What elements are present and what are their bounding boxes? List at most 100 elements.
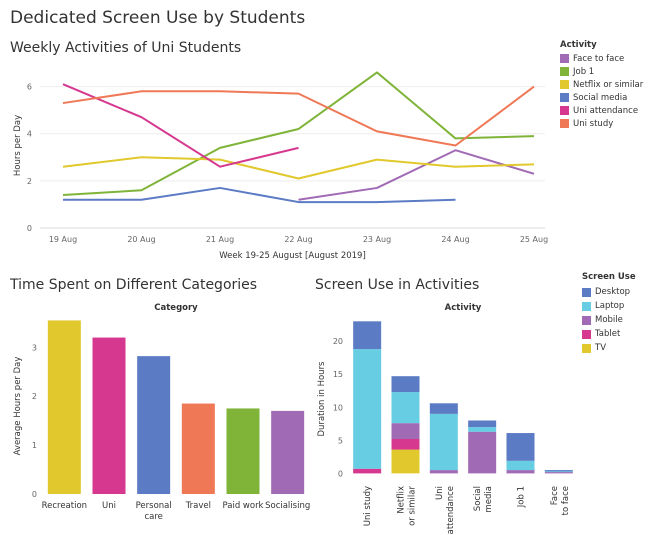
y-tick-label: 4 — [27, 130, 32, 139]
segment-uni-study-tablet — [353, 468, 382, 474]
bar-socialising — [271, 410, 305, 494]
screen-use-legend[interactable]: Desktop Laptop Mobile Tablet TV — [582, 285, 630, 355]
legend-swatch — [560, 67, 569, 76]
segment-netflix-or-similar-mobile — [391, 423, 420, 440]
x-tick-label: 21 Aug — [206, 235, 234, 244]
segment-social-media-mobile — [468, 431, 497, 474]
activity-legend[interactable]: Face to face Job 1 Netflix or similar Socia… — [560, 52, 643, 130]
x-tick-label: 20 Aug — [127, 235, 155, 244]
legend-item-mobile[interactable]: Mobile — [582, 313, 630, 327]
activity-legend-title: Activity — [560, 40, 597, 50]
legend-label: Mobile — [595, 315, 623, 325]
y-tick-label: 2 — [27, 177, 32, 186]
legend-swatch — [560, 93, 569, 102]
legend-swatch — [560, 54, 569, 63]
legend-label: Laptop — [595, 301, 625, 311]
segment-face-to-face-laptop — [544, 471, 573, 473]
bar-recreation — [47, 320, 81, 494]
segment-uni-attendance-laptop — [429, 413, 458, 471]
segment-face-to-face-desktop — [544, 470, 573, 472]
x-tick-label: Uni — [102, 501, 116, 511]
legend-label: Face to face — [573, 53, 625, 64]
activity-header: Activity — [445, 303, 482, 313]
segment-job-1-desktop — [506, 433, 535, 461]
x-tick-label: Netflixor similar — [397, 486, 418, 526]
dashboard-title: Dedicated Screen Use by Students — [10, 8, 306, 28]
series-line-social-media — [63, 186, 456, 204]
bar-travel — [181, 403, 215, 494]
y-tick-label: 5 — [338, 436, 343, 445]
x-tick-label: 24 Aug — [441, 235, 469, 244]
legend-item-tv[interactable]: TV — [582, 341, 630, 355]
segment-uni-attendance-desktop — [429, 403, 458, 414]
legend-label: Job 1 — [573, 66, 595, 77]
legend-item-laptop[interactable]: Laptop — [582, 299, 630, 313]
y-tick-label: 20 — [333, 337, 343, 346]
y-tick-label: 2 — [32, 392, 37, 401]
x-tick-label: 25 Aug — [520, 235, 548, 244]
legend-item-uni-study[interactable]: Uni study — [560, 117, 643, 130]
legend-item-job-1[interactable]: Job 1 — [560, 65, 643, 78]
line-chart[interactable]: 0 2 4 6 19 Aug 20 Aug 21 Aug 22 Aug 23 Aug 24 Aug… — [0, 58, 555, 268]
legend-label: Uni study — [573, 118, 614, 129]
x-tick-label: Faceto face — [550, 486, 571, 515]
y-tick-label: 1 — [32, 441, 37, 450]
segment-face-to-face-mobile — [544, 472, 573, 474]
legend-item-netflix-or-similar[interactable]: Netflix or similar — [560, 78, 643, 91]
legend-item-face-to-face[interactable]: Face to face — [560, 52, 643, 65]
segment-social-media-desktop — [468, 420, 497, 428]
series-line-uni-attendance — [62, 83, 299, 168]
legend-label: Tablet — [595, 329, 621, 339]
segment-uni-study-desktop — [353, 321, 382, 350]
y-axis-label: Average Hours per Day — [13, 357, 23, 456]
legend-item-uni-attendance[interactable]: Uni attendance — [560, 104, 643, 117]
y-axis-label: Duration in Hours — [317, 361, 327, 437]
x-tick-label: Travel — [185, 501, 211, 511]
legend-item-desktop[interactable]: Desktop — [582, 285, 630, 299]
series-line-job-1 — [62, 71, 535, 196]
x-tick-label: Socialising — [265, 501, 310, 511]
category-chart-title: Time Spent on Different Categories — [10, 277, 258, 293]
legend-swatch — [560, 80, 569, 89]
x-tick-label: 22 Aug — [284, 235, 312, 244]
y-tick-label: 15 — [333, 370, 343, 379]
segment-uni-study-laptop — [353, 349, 382, 469]
series-line-face-to-face — [298, 149, 535, 201]
legend-label: Uni attendance — [573, 105, 639, 116]
legend-label: Social media — [573, 92, 628, 103]
segment-netflix-or-similar-desktop — [391, 376, 420, 393]
series-line-uni-study — [62, 85, 535, 147]
segment-job-1-mobile — [506, 470, 535, 474]
segment-uni-attendance-mobile — [429, 470, 458, 474]
legend-label: Netflix or similar — [573, 79, 644, 90]
legend-label: Desktop — [595, 287, 631, 297]
segment-social-media-laptop — [468, 427, 497, 432]
screen-chart-title: Screen Use in Activities — [315, 277, 480, 293]
bar-personal-care — [137, 356, 171, 494]
x-tick-label: Paid work — [223, 501, 264, 511]
legend-item-social-media[interactable]: Social media — [560, 91, 643, 104]
bar-paid-work — [226, 408, 260, 494]
x-tick-label: Uni study — [363, 486, 373, 526]
x-tick-label: Recreation — [42, 501, 87, 511]
y-tick-label: 6 — [27, 83, 32, 92]
legend-swatch — [582, 343, 591, 353]
bar-uni — [92, 337, 126, 494]
legend-item-tablet[interactable]: Tablet — [582, 327, 630, 341]
x-axis-label: Week 19-25 August [August 2019] — [219, 251, 366, 261]
x-tick-label: Personal care — [136, 501, 172, 522]
legend-swatch — [582, 301, 591, 311]
x-tick-label: Uniattendance — [435, 486, 456, 534]
legend-label: TV — [595, 343, 607, 353]
category-bar-chart[interactable]: Category 0 1 2 3 Average Hours per Day Recreat… — [0, 298, 312, 528]
legend-swatch — [560, 106, 569, 115]
segment-job-1-laptop — [506, 460, 535, 471]
line-chart-title: Weekly Activities of Uni Students — [10, 40, 242, 56]
screen-use-stacked-chart[interactable]: Activity 0 5 10 15 20 Duration in Hours Uni stu… — [310, 298, 580, 535]
category-header: Category — [154, 303, 198, 313]
segment-netflix-or-similar-tv — [391, 449, 420, 474]
y-tick-label: 10 — [333, 403, 343, 412]
y-tick-label: 3 — [32, 343, 37, 352]
segment-netflix-or-similar-laptop — [391, 392, 420, 424]
series-line-netflix-or-similar — [62, 156, 535, 180]
